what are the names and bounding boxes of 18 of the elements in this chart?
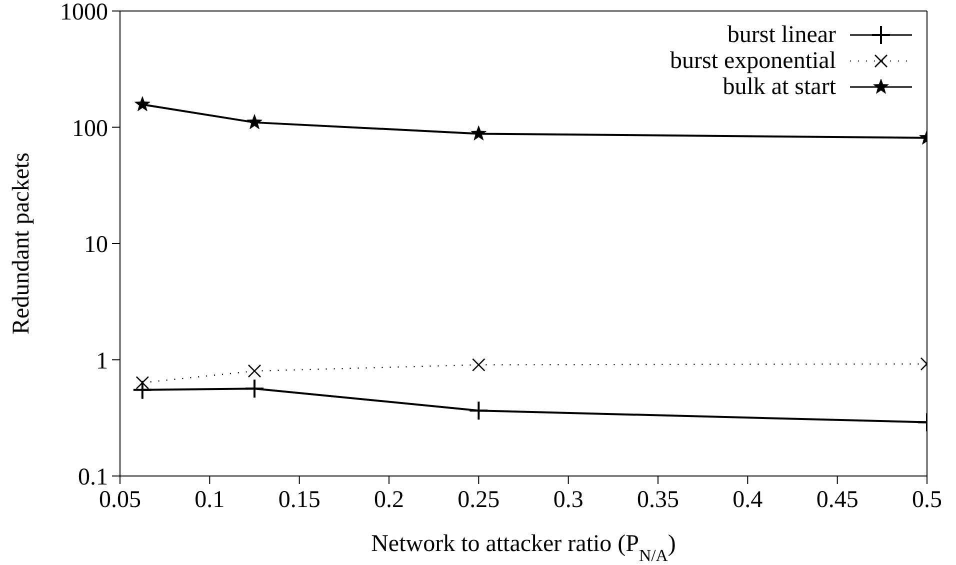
x-tick-label: 0.4 bbox=[732, 487, 763, 514]
x-tick-label: 0.15 bbox=[278, 487, 320, 514]
y-tick-label: 100 bbox=[72, 116, 108, 142]
x-tick-label: 0.1 bbox=[194, 487, 225, 514]
x-tick-label: 0.3 bbox=[553, 487, 584, 514]
legend-label: bulk at start bbox=[722, 74, 836, 100]
x-tick-label: 0.2 bbox=[374, 487, 404, 514]
x-axis-title: Network to attacker ratio (P$_{N/A}$) bbox=[371, 531, 676, 564]
y-tick-label: 10 bbox=[84, 232, 108, 258]
x-tick-label: 0.25 bbox=[458, 487, 500, 514]
legend-label: burst linear bbox=[727, 22, 836, 48]
legend-label: burst exponential bbox=[670, 48, 836, 74]
y-tick-label: 1000 bbox=[60, 0, 108, 26]
y-tick-label: 1 bbox=[96, 348, 108, 374]
y-axis-title: Redundant packets bbox=[8, 152, 35, 334]
x-tick-label: 0.35 bbox=[637, 487, 679, 514]
x-tick-label: 0.5 bbox=[912, 487, 942, 514]
x-tick-label: 0.45 bbox=[816, 487, 858, 514]
